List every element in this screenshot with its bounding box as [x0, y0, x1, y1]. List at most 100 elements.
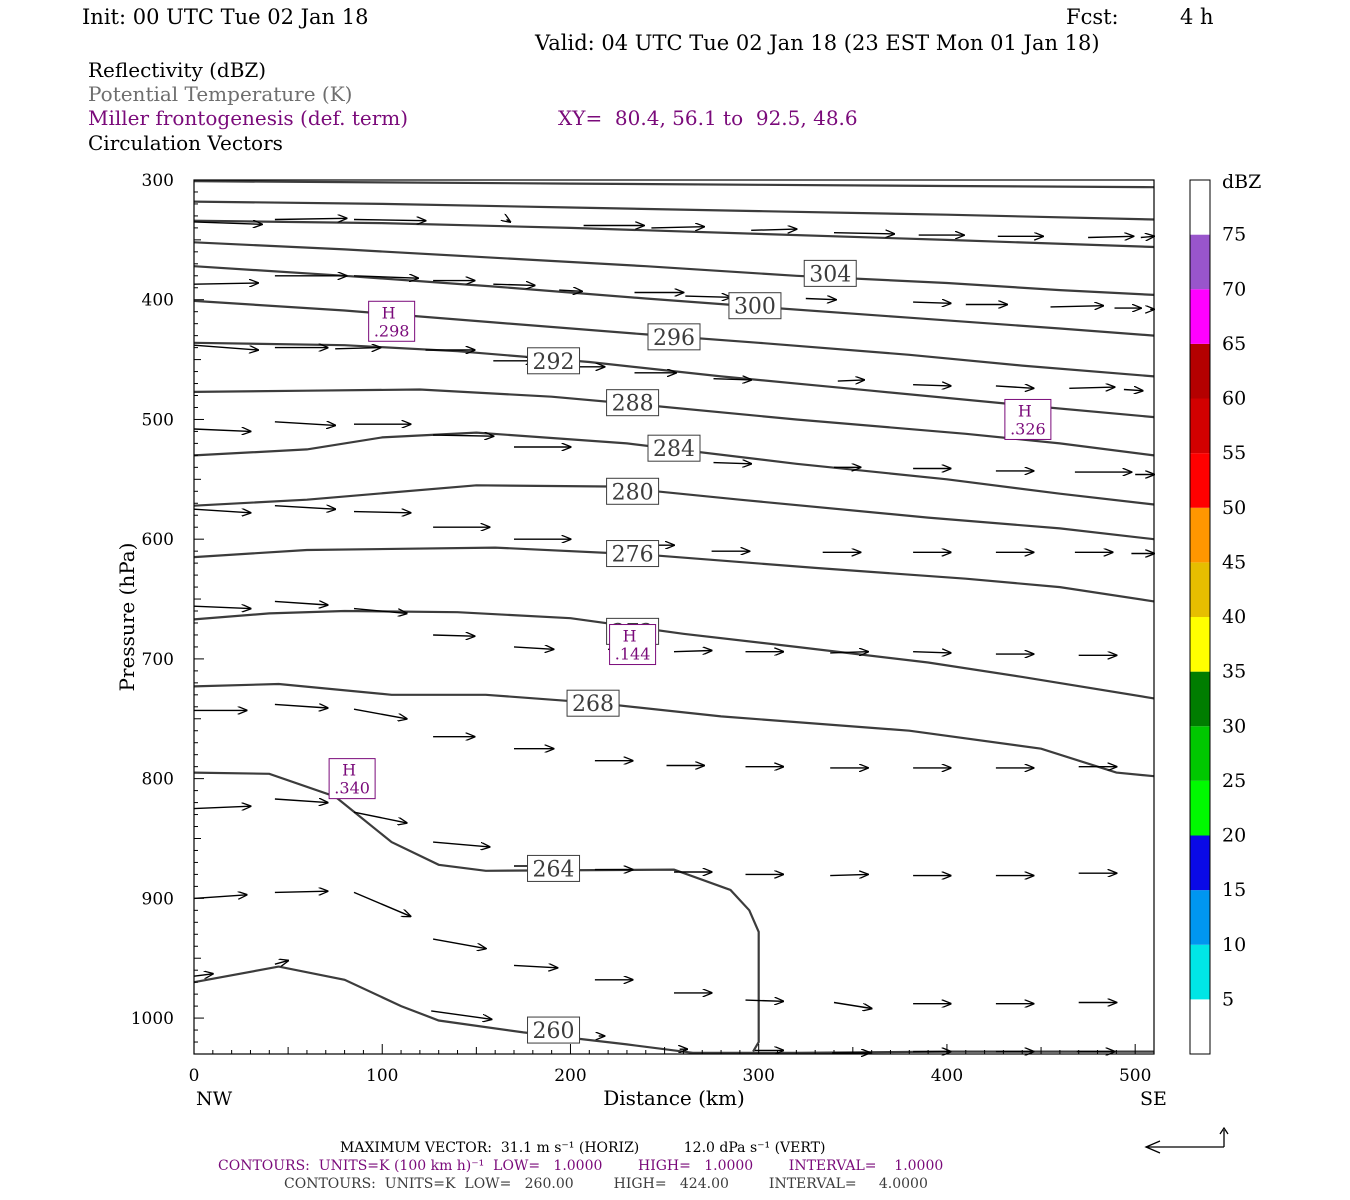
colorbar-level-label: 40 — [1222, 606, 1246, 628]
colorbar-segment — [1190, 343, 1210, 399]
frontogenesis-value: .340 — [334, 779, 370, 798]
theta-label-288: 288 — [606, 389, 660, 417]
y-tick-label: 900 — [142, 889, 174, 909]
circulation-vector — [274, 422, 335, 426]
x-end-label-se: SE — [1140, 1088, 1167, 1110]
circulation-vector — [751, 229, 796, 230]
x-tick-label: 300 — [742, 1066, 774, 1086]
theta-label-text: 292 — [533, 350, 575, 375]
colorbar-segment — [1190, 234, 1210, 290]
theta-label-260: 260 — [527, 1016, 581, 1044]
theta-label-text: 280 — [612, 480, 654, 505]
colorbar-level-label: 15 — [1222, 879, 1246, 901]
circulation-vector — [193, 606, 251, 608]
theta-contour-unlabeled-12 — [193, 219, 1155, 249]
theta-label-280: 280 — [606, 477, 660, 505]
theta-label-292: 292 — [527, 347, 581, 375]
circulation-vector — [995, 386, 1034, 388]
circulation-vector — [1069, 387, 1114, 388]
theta-label-text: 296 — [653, 326, 695, 351]
circulation-vector — [833, 1001, 872, 1009]
frontogenesis-maximum: H.144 — [609, 624, 657, 666]
circulation-vector — [193, 806, 251, 808]
circulation-vector — [193, 429, 251, 431]
circulation-vector — [805, 299, 836, 300]
theta-label-text: 268 — [572, 692, 614, 717]
circulation-vector — [193, 344, 258, 350]
colorbar-segment — [1190, 453, 1210, 508]
colorbar-level-label: 55 — [1222, 442, 1246, 464]
frontogenesis-h-label: H — [382, 303, 396, 322]
circulation-vector — [274, 601, 328, 605]
theta-label-276: 276 — [606, 540, 660, 568]
circulation-vector — [431, 1010, 491, 1019]
footer-max-vector: MAXIMUM VECTOR: 31.1 m s⁻¹ (HORIZ) 12.0 … — [340, 1140, 826, 1156]
circulation-vector — [433, 435, 493, 436]
colorbar-segment — [1190, 671, 1210, 727]
colorbar-segment — [1190, 944, 1210, 1000]
plot-frame — [193, 179, 1155, 1055]
circulation-vector — [274, 506, 335, 510]
circulation-vector — [513, 647, 554, 649]
legend-xy-endpoints: XY= 80.4, 56.1 to 92.5, 48.6 — [558, 106, 858, 130]
theta-contour-292 — [193, 341, 1155, 419]
x-axis-title: Distance (km) — [603, 1086, 745, 1110]
colorbar-level-label: 5 — [1222, 988, 1234, 1010]
colorbar-segment — [1190, 617, 1210, 672]
circulation-vector — [432, 938, 486, 949]
colorbar-level-label: 30 — [1222, 715, 1246, 737]
colorbar-level-label: 50 — [1222, 497, 1246, 519]
circulation-vector — [830, 652, 868, 653]
circulation-vector — [833, 233, 894, 234]
frontogenesis-h-label: H — [1018, 401, 1032, 420]
circulation-vector — [1123, 390, 1143, 391]
legend-frontogenesis: Miller frontogenesis (def. term) — [88, 106, 409, 130]
theta-label-284: 284 — [647, 434, 701, 462]
theta-contour-268 — [193, 682, 1155, 778]
theta-label-304: 304 — [803, 259, 857, 287]
theta-label-text: 288 — [612, 392, 654, 417]
init-time: Init: 00 UTC Tue 02 Jan 18 — [82, 5, 369, 29]
footer-contours-theta: CONTOURS: UNITS=K LOW= 260.00 HIGH= 424.… — [284, 1176, 928, 1192]
x-tick-label: 500 — [1119, 1066, 1151, 1086]
legend-potential-temperature: Potential Temperature (K) — [88, 82, 353, 106]
circulation-vector — [353, 708, 407, 719]
circulation-vector — [274, 704, 328, 708]
circulation-vector — [1088, 236, 1133, 237]
circulation-vector — [274, 218, 347, 219]
theta-contour-300 — [193, 265, 1155, 337]
colorbar-level-label: 25 — [1222, 770, 1246, 792]
reference-vector-icon — [1144, 1126, 1229, 1154]
circulation-vector — [1050, 306, 1104, 307]
circulation-vector — [433, 635, 474, 636]
theta-contour-unlabeled-14 — [193, 180, 1155, 189]
footer-contours-frontogenesis: CONTOURS: UNITS=K (100 km h)⁻¹ LOW= 1.00… — [218, 1158, 944, 1174]
circulation-vector — [673, 651, 712, 652]
theta-label-text: 264 — [533, 857, 575, 882]
colorbar-segment — [1190, 507, 1210, 563]
theta-contour-304 — [193, 241, 1155, 296]
frontogenesis-maximum: H.326 — [1004, 398, 1052, 440]
circulation-vector — [913, 302, 951, 303]
circulation-vector — [651, 227, 704, 228]
circulation-vector — [193, 283, 258, 284]
colorbar-segment — [1190, 562, 1210, 618]
colorbar-segment — [1190, 398, 1210, 454]
circulation-vector — [830, 874, 868, 875]
colorbar-segment — [1190, 289, 1210, 344]
colorbar-frame — [1189, 179, 1211, 1055]
circulation-vector — [559, 290, 582, 291]
frontogenesis-value: .326 — [1010, 419, 1046, 438]
circulation-vector — [745, 1000, 784, 1001]
frontogenesis-h-label: H — [342, 761, 356, 780]
circulation-vector — [353, 891, 411, 916]
circulation-vector — [1140, 236, 1154, 237]
theta-contour-280 — [193, 484, 1155, 541]
frontogenesis-value: .144 — [615, 645, 651, 664]
theta-contour-276 — [193, 546, 1155, 603]
circulation-vector — [335, 348, 380, 349]
theta-label-text: 284 — [653, 437, 695, 462]
circulation-vector — [274, 799, 328, 803]
frontogenesis-h-label: H — [623, 627, 637, 646]
